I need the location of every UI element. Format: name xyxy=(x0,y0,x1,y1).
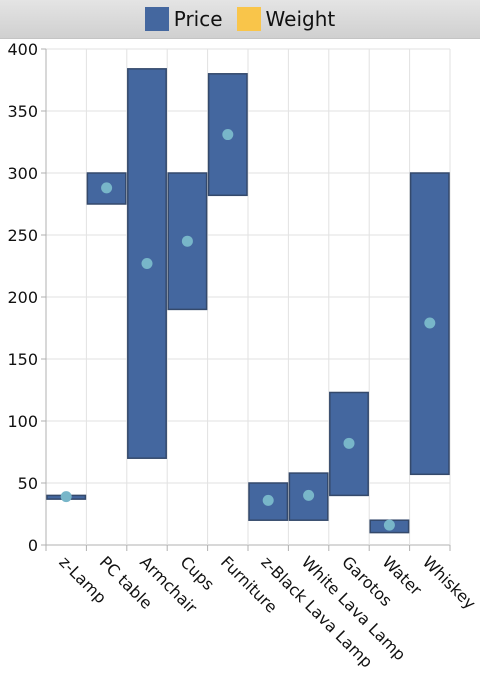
legend-label-weight: Weight xyxy=(265,7,336,31)
mid-marker[interactable] xyxy=(101,182,113,194)
y-tick-label: 400 xyxy=(7,40,38,59)
mid-marker[interactable] xyxy=(60,491,72,503)
legend-swatch-weight xyxy=(236,7,261,31)
mid-marker[interactable] xyxy=(222,129,234,141)
y-tick-label: 0 xyxy=(28,536,38,555)
y-tick-label: 300 xyxy=(7,164,38,183)
mid-marker[interactable] xyxy=(181,235,193,247)
y-tick-label: 250 xyxy=(7,226,38,245)
mid-marker[interactable] xyxy=(343,437,355,449)
mid-marker[interactable] xyxy=(383,519,395,531)
legend: Price Weight xyxy=(0,0,480,39)
legend-swatch-price xyxy=(144,7,169,31)
mid-marker[interactable] xyxy=(262,494,274,506)
y-tick-label: 200 xyxy=(7,288,38,307)
mid-marker[interactable] xyxy=(141,258,153,270)
x-category-label: Whiskey xyxy=(419,552,480,613)
legend-item-price[interactable]: Price xyxy=(144,7,223,31)
range-bar[interactable] xyxy=(86,172,127,205)
legend-label-price: Price xyxy=(173,7,223,31)
mid-marker[interactable] xyxy=(303,489,315,501)
range-bar[interactable] xyxy=(248,482,289,521)
y-tick-label: 350 xyxy=(7,102,38,121)
legend-item-weight[interactable]: Weight xyxy=(236,7,336,31)
mid-marker[interactable] xyxy=(424,317,436,329)
y-tick-label: 150 xyxy=(7,350,38,369)
y-tick-label: 50 xyxy=(18,474,38,493)
y-tick-label: 100 xyxy=(7,412,38,431)
